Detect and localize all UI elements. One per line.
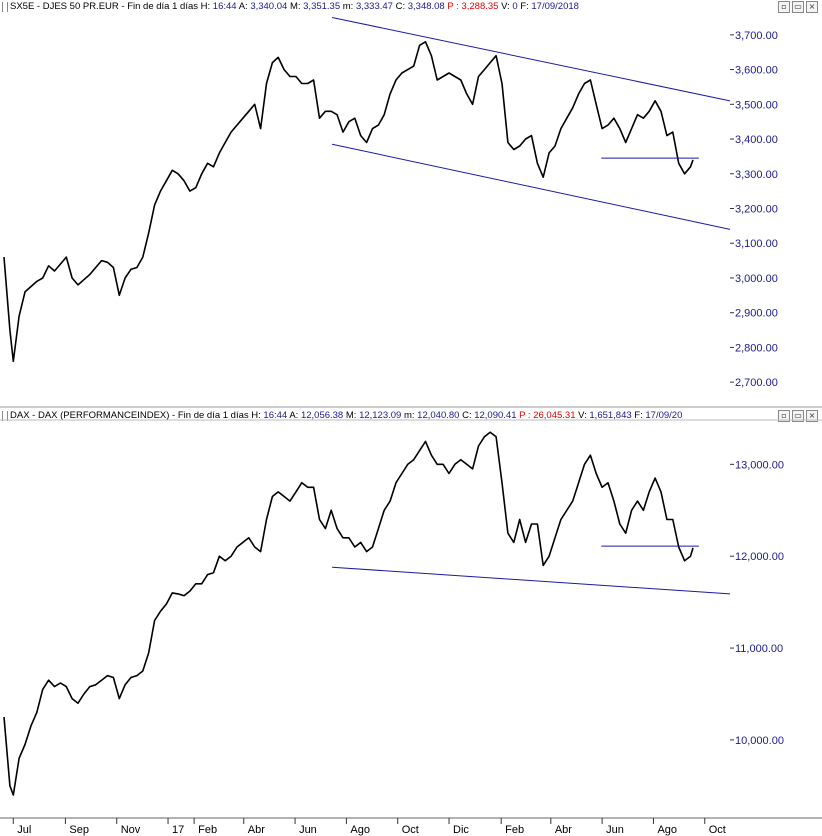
sx5e-y-tick-label: 3,200.00 [735, 204, 778, 216]
v-value: 1,651,843 [589, 410, 632, 421]
p-value: 26,045.31 [533, 410, 576, 421]
a-value: 3,340.04 [250, 1, 288, 12]
x-tick-label: Abr [248, 824, 265, 836]
min-value: 12,040.80 [417, 410, 460, 421]
c-value: 3,348.08 [407, 1, 445, 12]
panel-grip-icon[interactable] [2, 411, 8, 421]
f-value: 17/09/2018 [531, 1, 579, 12]
x-tick-label: Sep [69, 824, 89, 836]
close-button[interactable]: × [806, 410, 818, 422]
x-tick-label: Feb [198, 824, 217, 836]
dax-y-tick-label: 13,000.00 [735, 459, 784, 471]
period: Fin de día 1 días [177, 410, 249, 421]
x-tick-label: Oct [709, 824, 726, 836]
dax-trend-line [332, 566, 731, 595]
v-value: 0 [512, 1, 518, 12]
x-tick-label: Jun [606, 824, 624, 836]
sx5e-y-tick-label: 3,700.00 [735, 30, 778, 42]
sx5e-price-line [3, 41, 694, 363]
sx5e-y-tick-label: 2,900.00 [735, 308, 778, 320]
dax-y-tick-label: 12,000.00 [735, 551, 784, 563]
min-value: 3,333.47 [355, 1, 393, 12]
minimize-button[interactable]: ▫ [778, 410, 790, 422]
m-value: 12,123.09 [359, 410, 402, 421]
dax-price-line [3, 431, 694, 796]
sx5e-y-tick-label: 3,000.00 [735, 273, 778, 285]
sx5e-y-tick-label: 3,100.00 [735, 238, 778, 250]
a-value: 12,056.38 [300, 410, 344, 421]
panel-grip-icon[interactable] [2, 2, 8, 12]
c-value: 12,090.41 [474, 410, 517, 421]
x-tick-label: Feb [505, 824, 524, 836]
sx5e-y-tick-label: 3,300.00 [735, 169, 778, 181]
dax-y-tick-label: 11,000.00 [735, 643, 783, 655]
period: Fin de día 1 días [127, 1, 198, 12]
close-button[interactable]: × [806, 1, 818, 13]
h-value: 16:44 [263, 410, 288, 421]
x-tick-label: Ago [350, 824, 370, 836]
minimize-button[interactable]: ▫ [778, 1, 790, 13]
symbol-name: DAX - DAX (PERFORMANCEINDEX) [10, 410, 170, 421]
sx5e-y-tick-label: 2,700.00 [735, 377, 778, 389]
sx5e-y-tick-label: 2,800.00 [735, 342, 778, 354]
h-value: 16:44 [212, 1, 237, 12]
x-tick-label: Jun [299, 824, 317, 836]
restore-button[interactable]: ▭ [792, 1, 804, 13]
sx5e-trend-line [331, 16, 731, 102]
symbol-name: SX5E - DJES 50 PR.EUR [10, 1, 119, 12]
x-tick-label: 17 [172, 824, 184, 836]
x-tick-label: Dic [453, 824, 469, 836]
x-tick-label: Jul [17, 824, 31, 836]
restore-button[interactable]: ▭ [792, 410, 804, 422]
x-tick-label: Ago [657, 824, 677, 836]
x-tick-label: Nov [121, 824, 141, 836]
sx5e-y-tick-label: 3,400.00 [735, 134, 778, 146]
sx5e-trend-line [331, 143, 731, 230]
dax-header: DAX - DAX (PERFORMANCEINDEX) - Fin de dí… [0, 409, 822, 423]
x-tick-label: Abr [555, 824, 572, 836]
sx5e-y-tick-label: 3,500.00 [735, 99, 778, 111]
x-tick-label: Oct [402, 824, 419, 836]
f-value: 17/09/20 [645, 410, 683, 421]
dax-y-tick-label: 10,000.00 [735, 735, 784, 747]
p-value: 3,288.35 [461, 1, 499, 12]
m-value: 3,351.35 [303, 1, 341, 12]
sx5e-header: SX5E - DJES 50 PR.EUR - Fin de día 1 día… [0, 0, 822, 14]
sx5e-y-tick-label: 3,600.00 [735, 65, 778, 77]
